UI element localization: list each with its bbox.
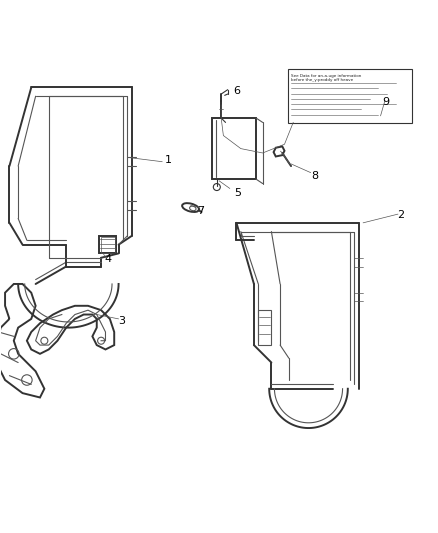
Text: 6: 6 <box>233 85 240 95</box>
Text: 4: 4 <box>104 254 111 264</box>
Text: before the_y:proddy off heave: before the_y:proddy off heave <box>291 78 353 82</box>
Text: 9: 9 <box>382 97 389 107</box>
FancyBboxPatch shape <box>288 69 412 123</box>
Text: 8: 8 <box>311 171 318 181</box>
Text: 7: 7 <box>197 206 204 216</box>
Text: 2: 2 <box>397 210 404 220</box>
Text: 5: 5 <box>234 188 241 198</box>
Text: 3: 3 <box>119 316 126 326</box>
Text: 1: 1 <box>165 155 172 165</box>
Text: See Data for an-a-uge information: See Data for an-a-uge information <box>291 74 361 77</box>
